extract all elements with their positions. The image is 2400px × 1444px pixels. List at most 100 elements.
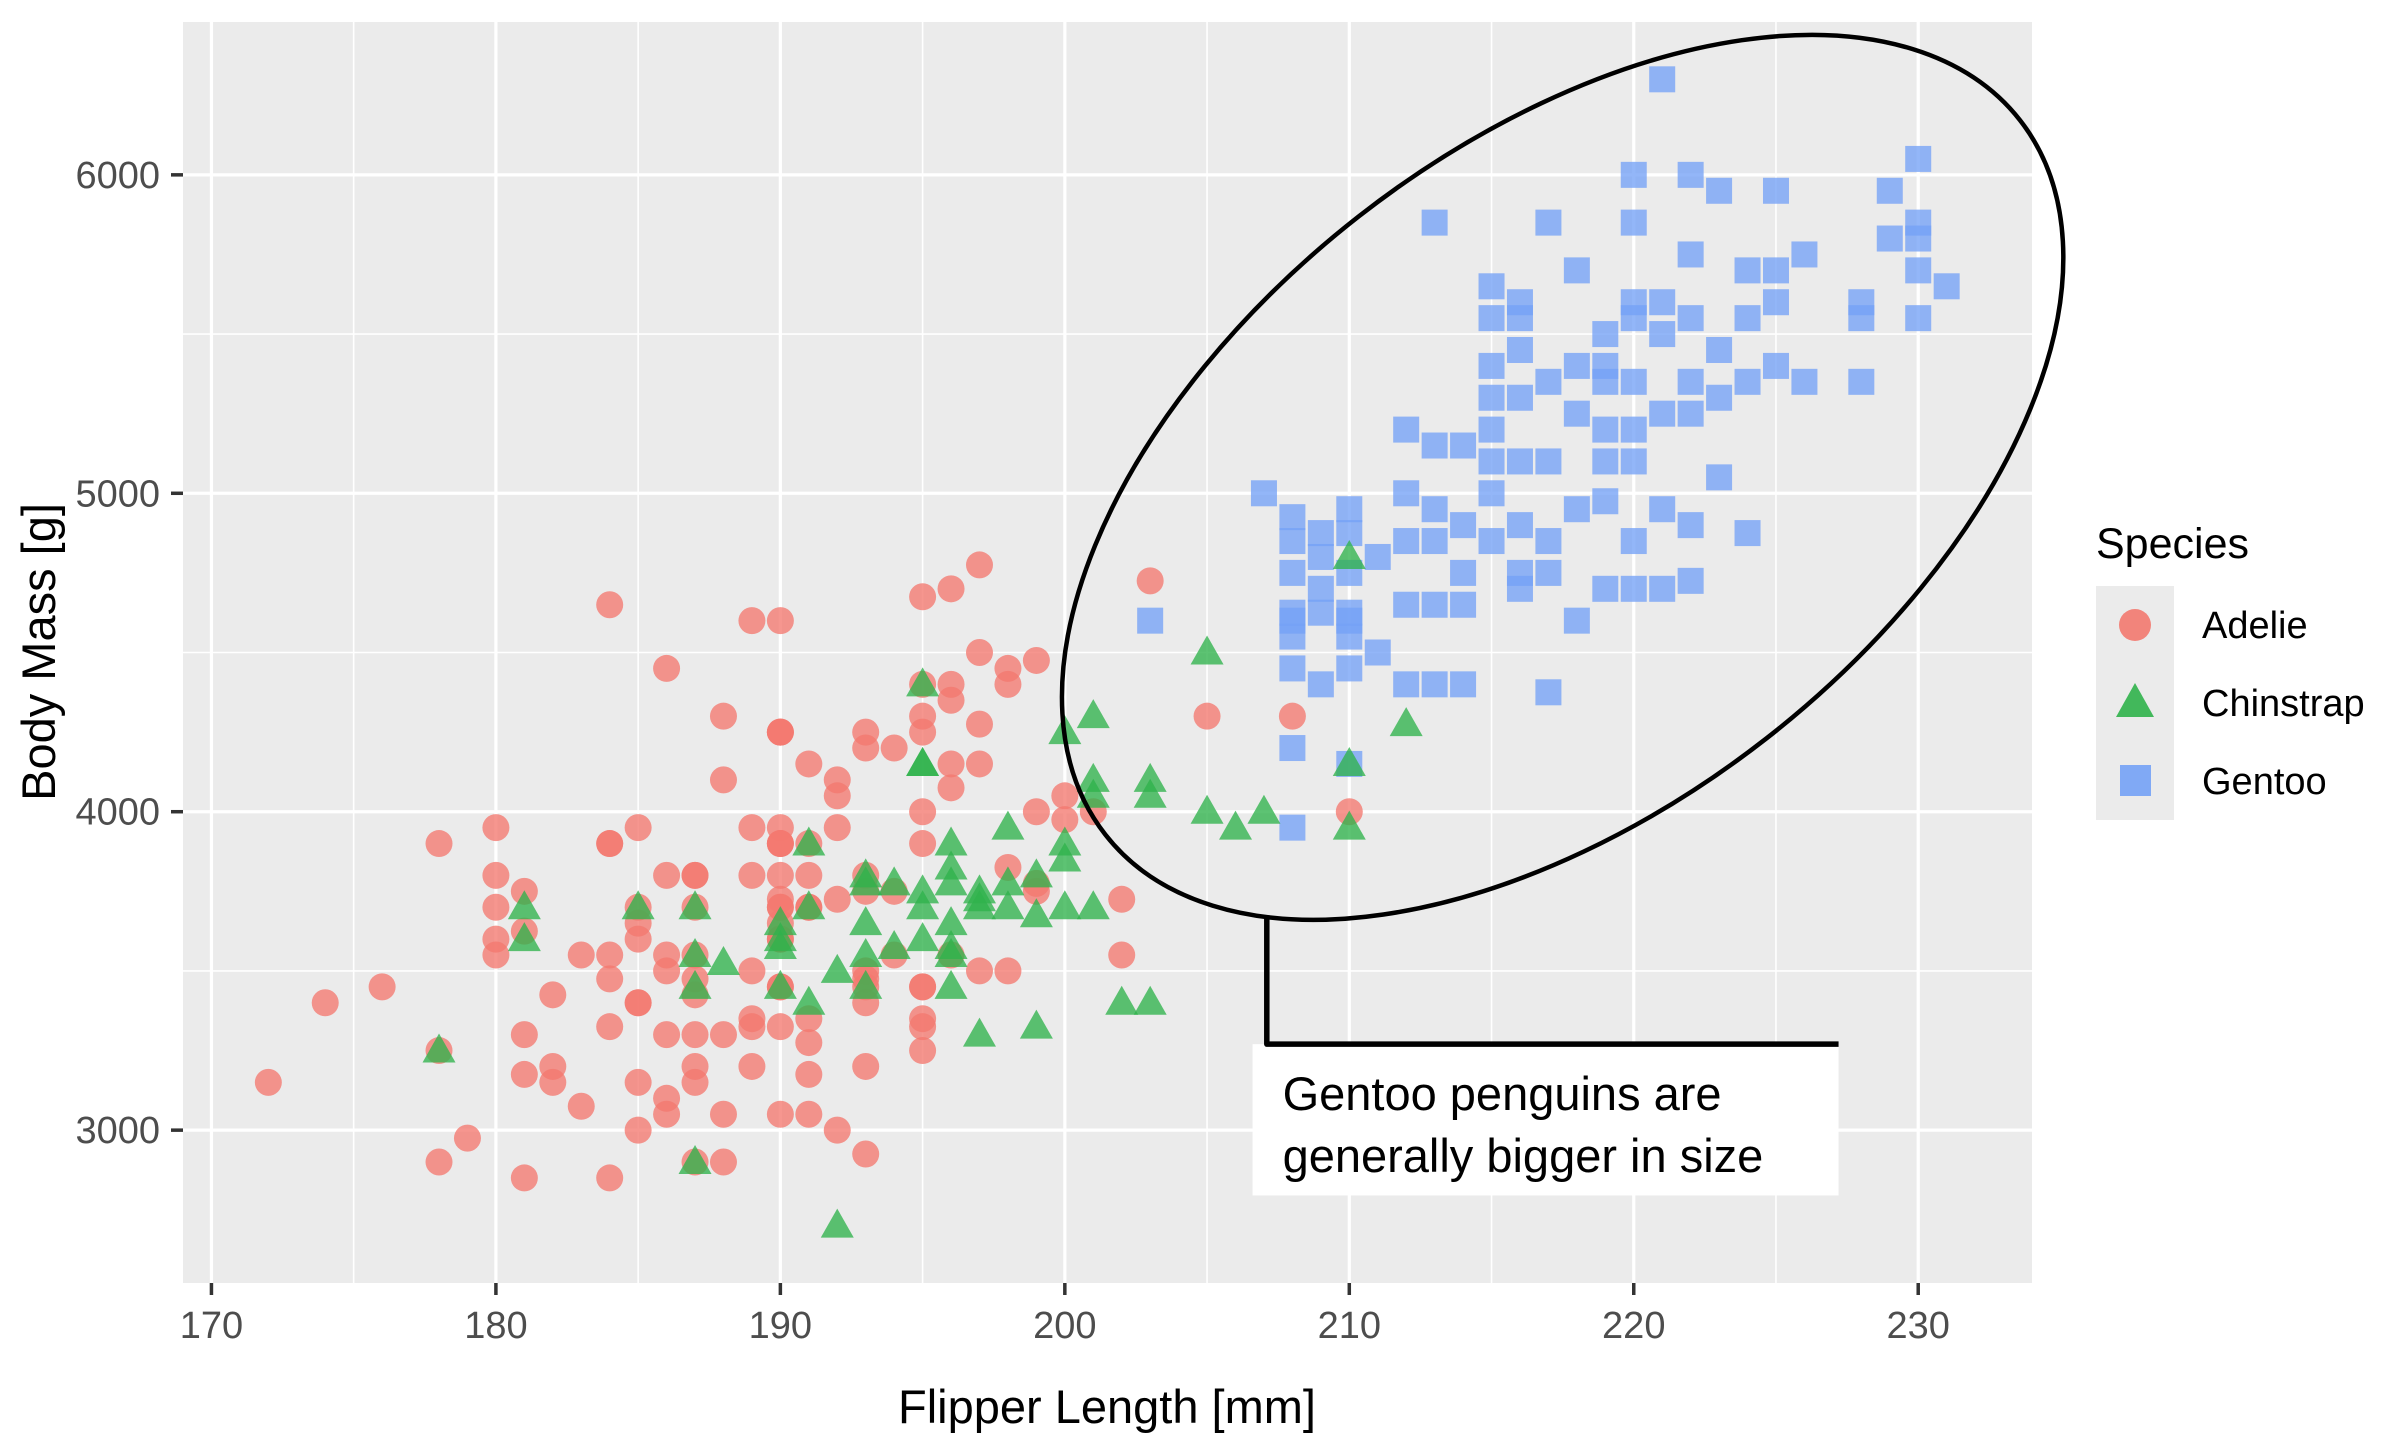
data-point (1450, 671, 1477, 698)
data-point (823, 885, 851, 913)
data-point (909, 702, 937, 730)
gentoo-cluster-ellipse (1059, 32, 2066, 923)
data-point (1421, 671, 1448, 698)
data-point (906, 667, 940, 697)
data-point (852, 1140, 880, 1168)
data-point (653, 1100, 681, 1128)
y-tick-label: 5000 (75, 473, 160, 515)
data-point (934, 906, 968, 936)
data-point (1190, 635, 1224, 665)
data-point (1421, 528, 1448, 555)
data-point (1649, 321, 1676, 348)
data-point (422, 1033, 456, 1063)
data-point (311, 989, 339, 1017)
data-point (792, 890, 826, 920)
data-point (792, 985, 826, 1015)
data-point (1307, 543, 1334, 570)
data-point (510, 1021, 538, 1049)
data-point (820, 953, 854, 983)
data-point (795, 861, 823, 889)
data-point (1022, 646, 1050, 674)
data-point (624, 814, 652, 842)
data-point (1506, 336, 1533, 363)
data-point (1332, 539, 1366, 569)
data-point (1133, 985, 1167, 1015)
data-point (766, 607, 794, 635)
data-point (795, 1100, 823, 1128)
data-point (1649, 575, 1676, 602)
data-point (823, 766, 851, 794)
data-point (823, 1116, 851, 1144)
data-point (965, 750, 993, 778)
data-point (1535, 368, 1562, 395)
data-point (1620, 209, 1647, 236)
data-point (962, 890, 996, 920)
data-point (934, 850, 968, 880)
data-point (482, 941, 510, 969)
data-point (1247, 794, 1281, 824)
data-point (1279, 655, 1306, 682)
data-point (425, 830, 453, 858)
data-point (1535, 559, 1562, 586)
data-point (937, 750, 965, 778)
data-point (934, 930, 968, 960)
data-point (1506, 559, 1533, 586)
data-point (909, 798, 937, 826)
annotation-layer (1059, 32, 2066, 1196)
data-point (425, 1148, 453, 1176)
data-point (1592, 488, 1619, 515)
data-point (1563, 257, 1590, 284)
data-point (763, 906, 797, 936)
data-point (795, 750, 823, 778)
data-point (852, 718, 880, 746)
data-point (1450, 432, 1477, 459)
data-point (1677, 400, 1704, 427)
data-point (1421, 591, 1448, 618)
data-point (706, 945, 740, 975)
x-tick-label: 220 (1602, 1305, 1665, 1347)
data-point (681, 861, 709, 889)
callout-box (1252, 1044, 1839, 1196)
data-point (934, 866, 968, 896)
data-point (1389, 707, 1423, 737)
data-point (1219, 810, 1253, 840)
data-point (1307, 575, 1334, 602)
data-point (1421, 432, 1448, 459)
data-point (624, 1116, 652, 1144)
data-point (792, 826, 826, 856)
data-point (681, 1068, 709, 1096)
data-point (849, 866, 883, 896)
data-point (991, 890, 1025, 920)
data-point (1563, 400, 1590, 427)
data-point (1478, 273, 1505, 300)
data-point (653, 654, 681, 682)
legend-adelie-circle-icon (2119, 609, 2151, 641)
data-point (1478, 384, 1505, 411)
data-point (766, 1013, 794, 1041)
callout-text-line-2: generally bigger in size (1283, 1129, 1764, 1182)
data-point (1677, 161, 1704, 188)
callout-text-line-1: Gentoo penguins are (1283, 1067, 1722, 1120)
data-point (1535, 528, 1562, 555)
data-point (1848, 368, 1875, 395)
data-point (1051, 782, 1079, 810)
data-point (1279, 559, 1306, 586)
data-point (1734, 305, 1761, 332)
data-point (1048, 826, 1082, 856)
data-point (1279, 528, 1306, 555)
data-point (1592, 448, 1619, 475)
legend-label-adelie: Adelie (2202, 605, 2308, 647)
data-point (1393, 528, 1420, 555)
data-point (1876, 177, 1903, 204)
data-point (507, 890, 541, 920)
data-point (1592, 575, 1619, 602)
data-point (1649, 496, 1676, 523)
data-point (1762, 352, 1789, 379)
data-point (763, 922, 797, 952)
data-point (1136, 567, 1164, 595)
data-point (1108, 941, 1136, 969)
data-point (596, 941, 624, 969)
data-point (937, 686, 965, 714)
data-point (681, 1021, 709, 1049)
series-gentoo (1137, 66, 1960, 841)
